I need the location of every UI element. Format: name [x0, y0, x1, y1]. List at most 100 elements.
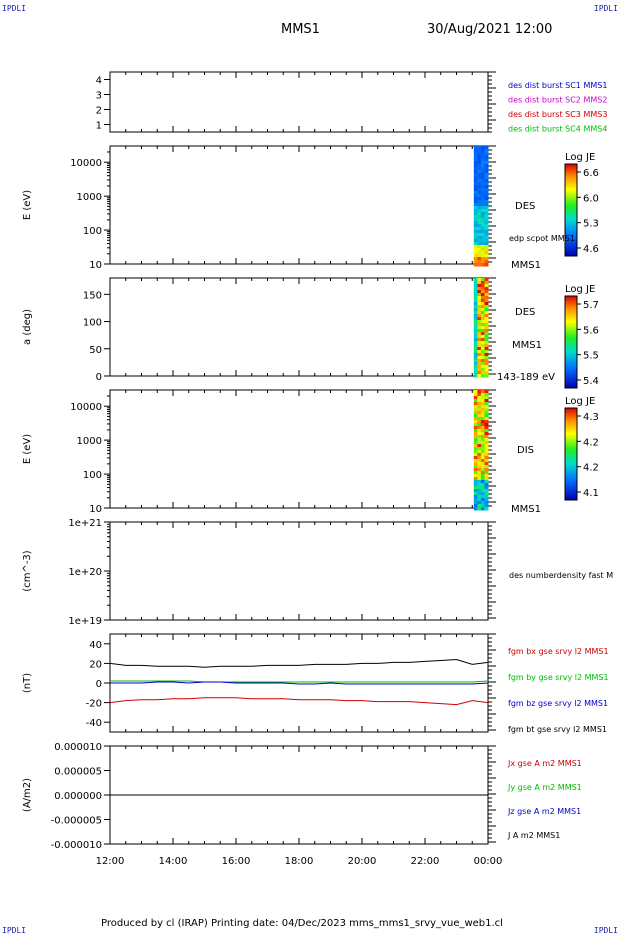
heatmap-cell [477, 317, 482, 321]
heatmap-cell [477, 456, 482, 460]
heatmap-cell [484, 230, 489, 234]
heatmap-cell [480, 239, 485, 243]
heatmap-cell [480, 408, 485, 412]
heatmap-cell [480, 353, 485, 357]
heatmap-cell [484, 347, 489, 351]
heatmap-cell [473, 320, 478, 324]
heatmap-cell [473, 408, 478, 412]
heatmap-cell [473, 170, 478, 174]
heatmap-cell [477, 305, 482, 309]
heatmap-cell [484, 242, 489, 246]
heatmap-cell [480, 426, 485, 430]
heatmap-cell [480, 329, 485, 333]
heatmap-cell [484, 504, 489, 508]
heatmap-cell [477, 350, 482, 354]
heatmap-cell [477, 233, 482, 237]
heatmap-cell [473, 474, 478, 478]
heatmap-cell [477, 489, 482, 493]
heatmap-cell [480, 495, 485, 499]
side-label: DES [515, 201, 535, 212]
heatmap-cell [477, 323, 482, 327]
heatmap-cell [480, 477, 485, 481]
heatmap-cell [484, 206, 489, 210]
heatmap-cell [473, 323, 478, 327]
heatmap-cell [480, 411, 485, 415]
heatmap-cell [480, 390, 485, 394]
heatmap-cell [480, 465, 485, 469]
heatmap-cell [484, 188, 489, 192]
y-axis-label: (nT) [22, 673, 33, 693]
heatmap-cell [480, 152, 485, 156]
heatmap-cell [480, 308, 485, 312]
heatmap-cell [477, 167, 482, 171]
heatmap-cell [473, 489, 478, 493]
heatmap-cell [473, 263, 478, 267]
heatmap-cell [480, 498, 485, 502]
y-tick-label: -0.000005 [51, 816, 102, 827]
heatmap-cell [480, 242, 485, 246]
heatmap-cell [477, 146, 482, 150]
heatmap-cell [473, 281, 478, 285]
heatmap-cell [480, 191, 485, 195]
heatmap-cell [484, 396, 489, 400]
heatmap-cell [484, 305, 489, 309]
heatmap-cell [480, 447, 485, 451]
y-tick-label: 4 [96, 76, 102, 87]
heatmap-cell [480, 474, 485, 478]
heatmap-cell [480, 350, 485, 354]
heatmap-cell [484, 254, 489, 258]
heatmap-cell [477, 465, 482, 469]
colorbar-tick-label: 4.2 [583, 437, 599, 448]
heatmap-cell [484, 299, 489, 303]
heatmap-cell [480, 170, 485, 174]
heatmap-cell [484, 257, 489, 261]
heatmap-cell [477, 242, 482, 246]
heatmap-cell [473, 368, 478, 372]
heatmap-cell [477, 200, 482, 204]
heatmap-cell [473, 188, 478, 192]
heatmap-cell [480, 471, 485, 475]
heatmap-cell [477, 224, 482, 228]
heatmap-cell [473, 224, 478, 228]
heatmap-cell [473, 155, 478, 159]
heatmap-cell [484, 311, 489, 315]
heatmap-cell [480, 299, 485, 303]
heatmap-cell [473, 480, 478, 484]
heatmap-cell [473, 459, 478, 463]
heatmap-cell [484, 284, 489, 288]
heatmap-cell [477, 182, 482, 186]
heatmap-cell [480, 486, 485, 490]
heatmap-cell [480, 179, 485, 183]
heatmap-cell [484, 233, 489, 237]
panel-frame-des_energy [109, 145, 489, 265]
heatmap-cell [473, 362, 478, 366]
colorbar-tick-label: 6.0 [583, 193, 599, 204]
heatmap-cell [480, 423, 485, 427]
colorbar [564, 163, 578, 257]
y-tick-label: 100 [83, 226, 102, 237]
heatmap-cell [484, 450, 489, 454]
heatmap-cell [480, 456, 485, 460]
heatmap-cell [477, 188, 482, 192]
heatmap-cell [484, 317, 489, 321]
heatmap-cell [473, 353, 478, 357]
heatmap-cell [473, 296, 478, 300]
heatmap-cell [484, 278, 489, 282]
heatmap-cell [480, 158, 485, 162]
colorbar-title: Log JE [565, 152, 595, 163]
side-label: DES [515, 307, 535, 318]
heatmap-cell [484, 308, 489, 312]
heatmap-cell [484, 405, 489, 409]
heatmap-cell [473, 257, 478, 261]
heatmap-cell [480, 344, 485, 348]
heatmap-cell [480, 188, 485, 192]
heatmap-cell [477, 414, 482, 418]
heatmap-cell [473, 212, 478, 216]
heatmap-cell [473, 423, 478, 427]
colorbar-tick-label: 5.3 [583, 219, 599, 230]
colorbar [564, 295, 578, 389]
heatmap-cell [484, 287, 489, 291]
colorbar-tick-label: 5.6 [583, 325, 599, 336]
heatmap-cell [473, 468, 478, 472]
heatmap-cell [484, 167, 489, 171]
